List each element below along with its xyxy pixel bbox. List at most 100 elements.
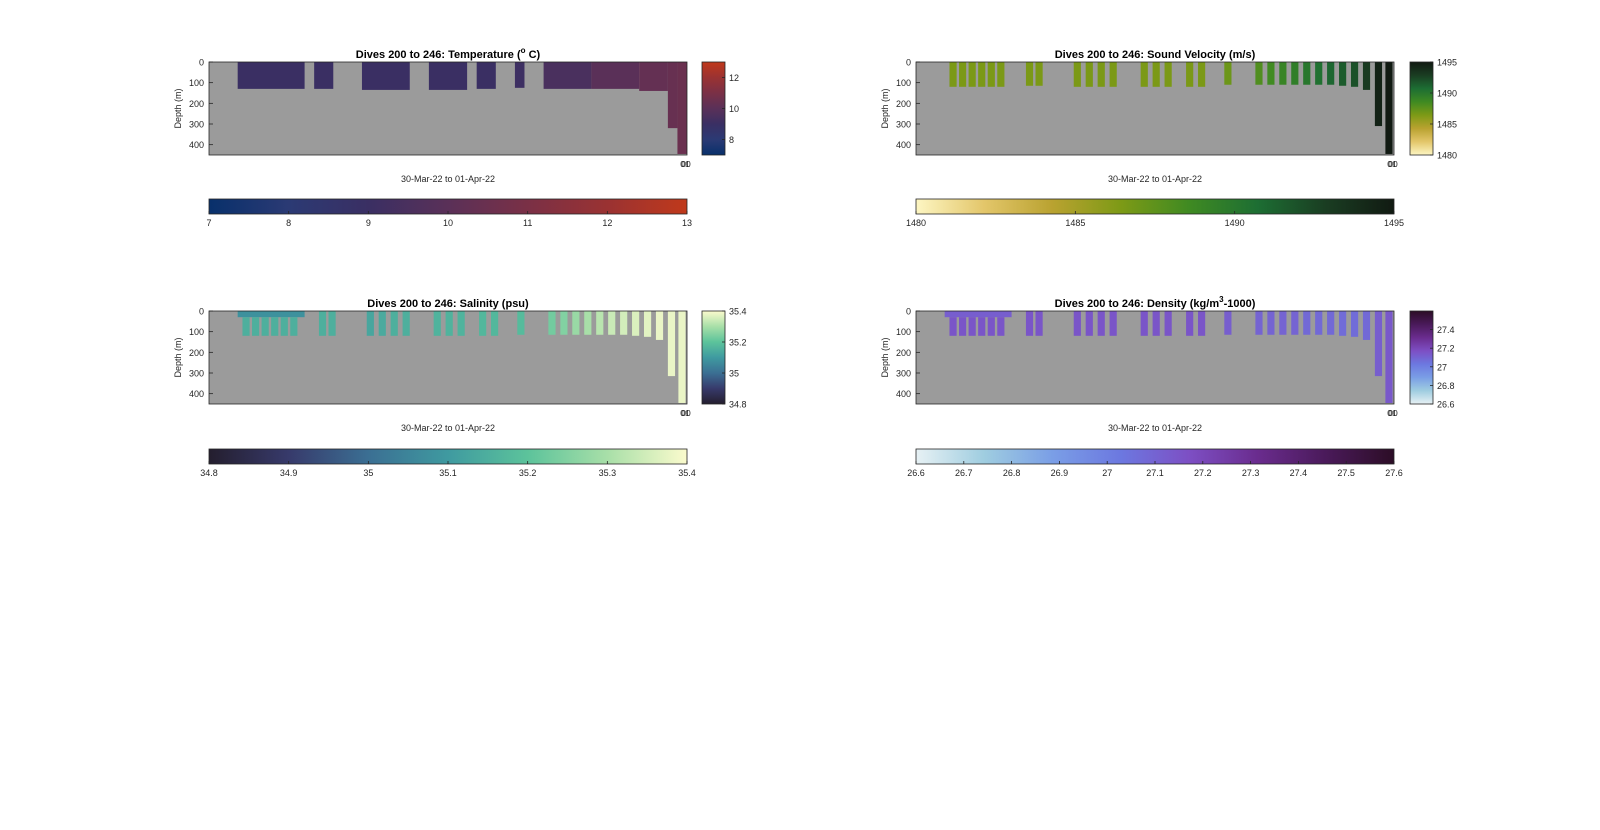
profile-segment (987, 317, 995, 336)
y-tick-label: 200 (189, 99, 204, 109)
profile-segment (997, 62, 1005, 87)
profile-segment (1374, 311, 1383, 377)
bottom-colorbar-label: 27.5 (1337, 468, 1355, 478)
profile-segment (655, 311, 664, 340)
profile-segment (1339, 311, 1347, 336)
profile-segment (1152, 311, 1160, 336)
profile-segment (1267, 311, 1275, 335)
profile-segment (361, 62, 410, 90)
profile-segment (949, 317, 957, 336)
profile-segment (572, 311, 580, 335)
bottom-colorbar-label: 35.1 (439, 468, 457, 478)
profile-segment (1164, 311, 1172, 336)
side-colorbar (701, 310, 726, 405)
profile-segment (1255, 62, 1263, 85)
profile-segment (1315, 311, 1323, 335)
x-tick-label: 00 (681, 408, 691, 418)
side-colorbar-label: 27.2 (1437, 344, 1455, 354)
profile-segment (1198, 62, 1206, 87)
profile-segment (1109, 311, 1117, 336)
profile-segment (1315, 62, 1323, 85)
profile-segment (1385, 311, 1393, 403)
side-colorbar (1409, 310, 1434, 405)
side-colorbar-label: 35 (729, 369, 739, 379)
profile-segment (997, 317, 1005, 336)
profile-segment (328, 311, 336, 336)
y-tick-label: 100 (896, 327, 911, 337)
profile-segment (1224, 62, 1232, 85)
profile-segment (1303, 62, 1311, 85)
profile-segment (433, 311, 441, 336)
chart-title: Dives 200 to 246: Density (kg/m3-1000) (1055, 295, 1256, 310)
bottom-colorbar-label: 26.6 (907, 468, 925, 478)
y-axis-label: Depth (m) (173, 88, 183, 128)
plot-frame (208, 310, 688, 405)
y-tick-label: 400 (896, 389, 911, 399)
profile-segment (1140, 62, 1148, 87)
chart-panel-1: Dives 200 to 246: Sound Velocity (m/s) 01… (880, 49, 1457, 228)
bottom-colorbar-label: 34.9 (280, 468, 298, 478)
chart-title-suffix: -1000) (1224, 298, 1256, 310)
chart-title-main: Dives 200 to 246: Density (kg/m (1055, 298, 1220, 310)
profile-segment (1109, 62, 1117, 87)
chart-title-superscript: 3 (1219, 295, 1224, 304)
bottom-colorbar-label: 26.9 (1051, 468, 1069, 478)
y-axis-label: Depth (m) (880, 88, 890, 128)
chart-panel-0: Dives 200 to 246: Temperature (o C)01002… (173, 46, 739, 228)
profile-segment (366, 311, 374, 336)
side-colorbar-label: 10 (729, 104, 739, 114)
profile-segment (1362, 311, 1371, 340)
profile-segment (584, 311, 592, 335)
profile-segment (944, 311, 1012, 318)
y-tick-label: 300 (896, 120, 911, 130)
profile-segment (314, 62, 334, 89)
side-colorbar-label: 34.8 (729, 400, 747, 410)
x-axis-label: 30-Mar-22 to 01-Apr-22 (1108, 174, 1202, 184)
profile-segment (968, 62, 976, 87)
y-axis-label: Depth (m) (880, 337, 890, 377)
profile-segment (378, 311, 386, 336)
profile-segment (1303, 311, 1311, 335)
bottom-colorbar-label: 27.6 (1385, 468, 1403, 478)
y-tick-label: 300 (189, 120, 204, 130)
x-tick-label: 00 (1388, 159, 1398, 169)
x-tick-label: 01 (1387, 159, 1397, 169)
profile-segment (548, 311, 556, 335)
side-colorbar (1409, 61, 1434, 156)
side-colorbar-label: 1490 (1437, 89, 1457, 99)
profile-segment (1267, 62, 1275, 85)
profile-segment (978, 62, 986, 87)
profile-segment (290, 317, 298, 336)
bottom-colorbar-label: 27.1 (1146, 468, 1164, 478)
profile-segment (1186, 62, 1194, 87)
side-colorbar (701, 61, 726, 156)
x-axis-label: 30-Mar-22 to 01-Apr-22 (1108, 423, 1202, 433)
profile-segment (280, 317, 288, 336)
profile-segment (1035, 62, 1043, 86)
chart-title-superscript: o (521, 46, 526, 55)
side-colorbar-label: 35.2 (729, 338, 747, 348)
profile-segment (1385, 62, 1393, 154)
profile-segment (978, 317, 986, 336)
y-tick-label: 300 (189, 369, 204, 379)
profile-segment (242, 317, 250, 336)
profile-segment (252, 317, 260, 336)
chart-title: Dives 200 to 246: Sound Velocity (m/s) (1055, 49, 1256, 61)
profile-segment (1327, 311, 1335, 335)
profile-segment (1073, 311, 1081, 336)
profile-segment (318, 311, 327, 336)
y-tick-label: 100 (189, 327, 204, 337)
bottom-colorbar-label: 9 (366, 218, 371, 228)
profile-segment (1152, 62, 1160, 87)
bottom-colorbar-label: 27.2 (1194, 468, 1212, 478)
y-tick-label: 400 (189, 389, 204, 399)
side-colorbar-label: 12 (729, 73, 739, 83)
side-colorbar-label: 1480 (1437, 151, 1457, 161)
y-tick-label: 0 (906, 307, 911, 317)
profile-segment (491, 311, 499, 336)
bottom-colorbar-label: 34.8 (200, 468, 218, 478)
profile-segment (1327, 62, 1335, 85)
plot-frame (915, 61, 1395, 156)
profile-segment (517, 311, 525, 335)
profile-segment (1350, 311, 1359, 337)
